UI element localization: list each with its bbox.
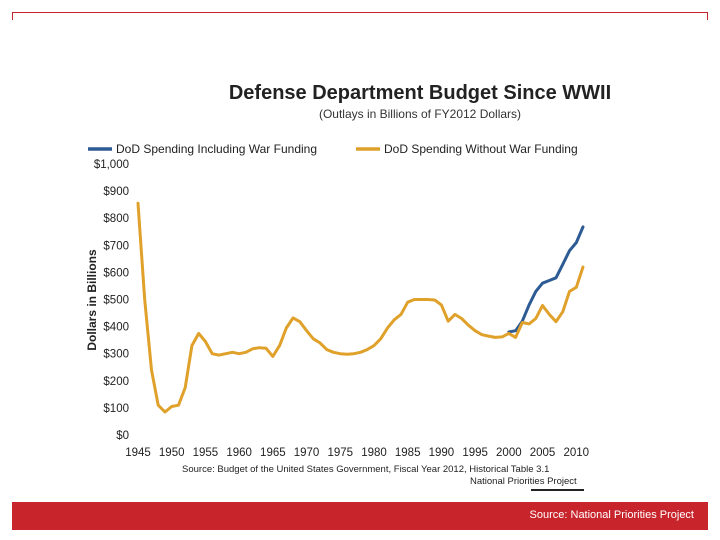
- x-tick-label: 1970: [294, 447, 320, 459]
- y-tick-label: $700: [103, 240, 129, 252]
- y-tick-label: $600: [103, 267, 129, 279]
- x-tick-label: 2000: [496, 447, 522, 459]
- y-tick-label: $800: [103, 213, 129, 225]
- frame-top-line: [12, 12, 708, 13]
- frame-right-tick: [707, 12, 708, 20]
- x-tick-label: 1990: [429, 447, 455, 459]
- x-tick-label: 1960: [226, 447, 252, 459]
- series-line-without-war: [136, 201, 585, 414]
- x-tick-label: 1975: [327, 447, 353, 459]
- x-tick-label: 2005: [530, 447, 556, 459]
- frame-left-tick: [12, 12, 13, 20]
- x-axis-ticks: 1945 1950 1955 1960 1965 1970 1975 1980 1985 1990…: [125, 447, 589, 459]
- x-tick-label: 1985: [395, 447, 421, 459]
- chart-title: Defense Department Budget Since WWII: [229, 82, 611, 104]
- series-line-with-war: [507, 225, 585, 334]
- y-tick-label: $900: [103, 186, 129, 198]
- x-tick-label: 1950: [159, 447, 185, 459]
- y-tick-label: $200: [103, 376, 129, 388]
- y-tick-label: $1,000: [94, 159, 129, 171]
- y-tick-label: $400: [103, 322, 129, 334]
- x-tick-label: 1980: [361, 447, 387, 459]
- footer-source-text: Source: National Priorities Project: [529, 509, 694, 521]
- x-tick-label: 2010: [563, 447, 589, 459]
- y-axis-label: Dollars in Billions: [85, 249, 99, 351]
- legend-label-with-war: DoD Spending Including War Funding: [116, 142, 317, 156]
- source-note: Source: Budget of the United States Gove…: [182, 464, 549, 475]
- series-layer: [136, 201, 585, 414]
- x-tick-label: 1945: [125, 447, 151, 459]
- footer-bar: Source: National Priorities Project: [12, 502, 708, 530]
- brand-note: National Priorities Project: [470, 476, 577, 487]
- x-tick-label: 1965: [260, 447, 286, 459]
- chart-subtitle: (Outlays in Billions of FY2012 Dollars): [319, 107, 521, 121]
- y-axis-ticks: $0 $100 $200 $300 $400 $500 $600 $700 $800 $900 $1…: [94, 159, 129, 442]
- x-tick-label: 1995: [462, 447, 488, 459]
- y-tick-label: $0: [116, 430, 129, 442]
- y-tick-label: $300: [103, 349, 129, 361]
- legend: DoD Spending Including War Funding DoD S…: [88, 142, 578, 156]
- y-tick-label: $500: [103, 295, 129, 307]
- y-tick-label: $100: [103, 403, 129, 415]
- legend-label-without-war: DoD Spending Without War Funding: [384, 142, 578, 156]
- x-tick-label: 1955: [193, 447, 219, 459]
